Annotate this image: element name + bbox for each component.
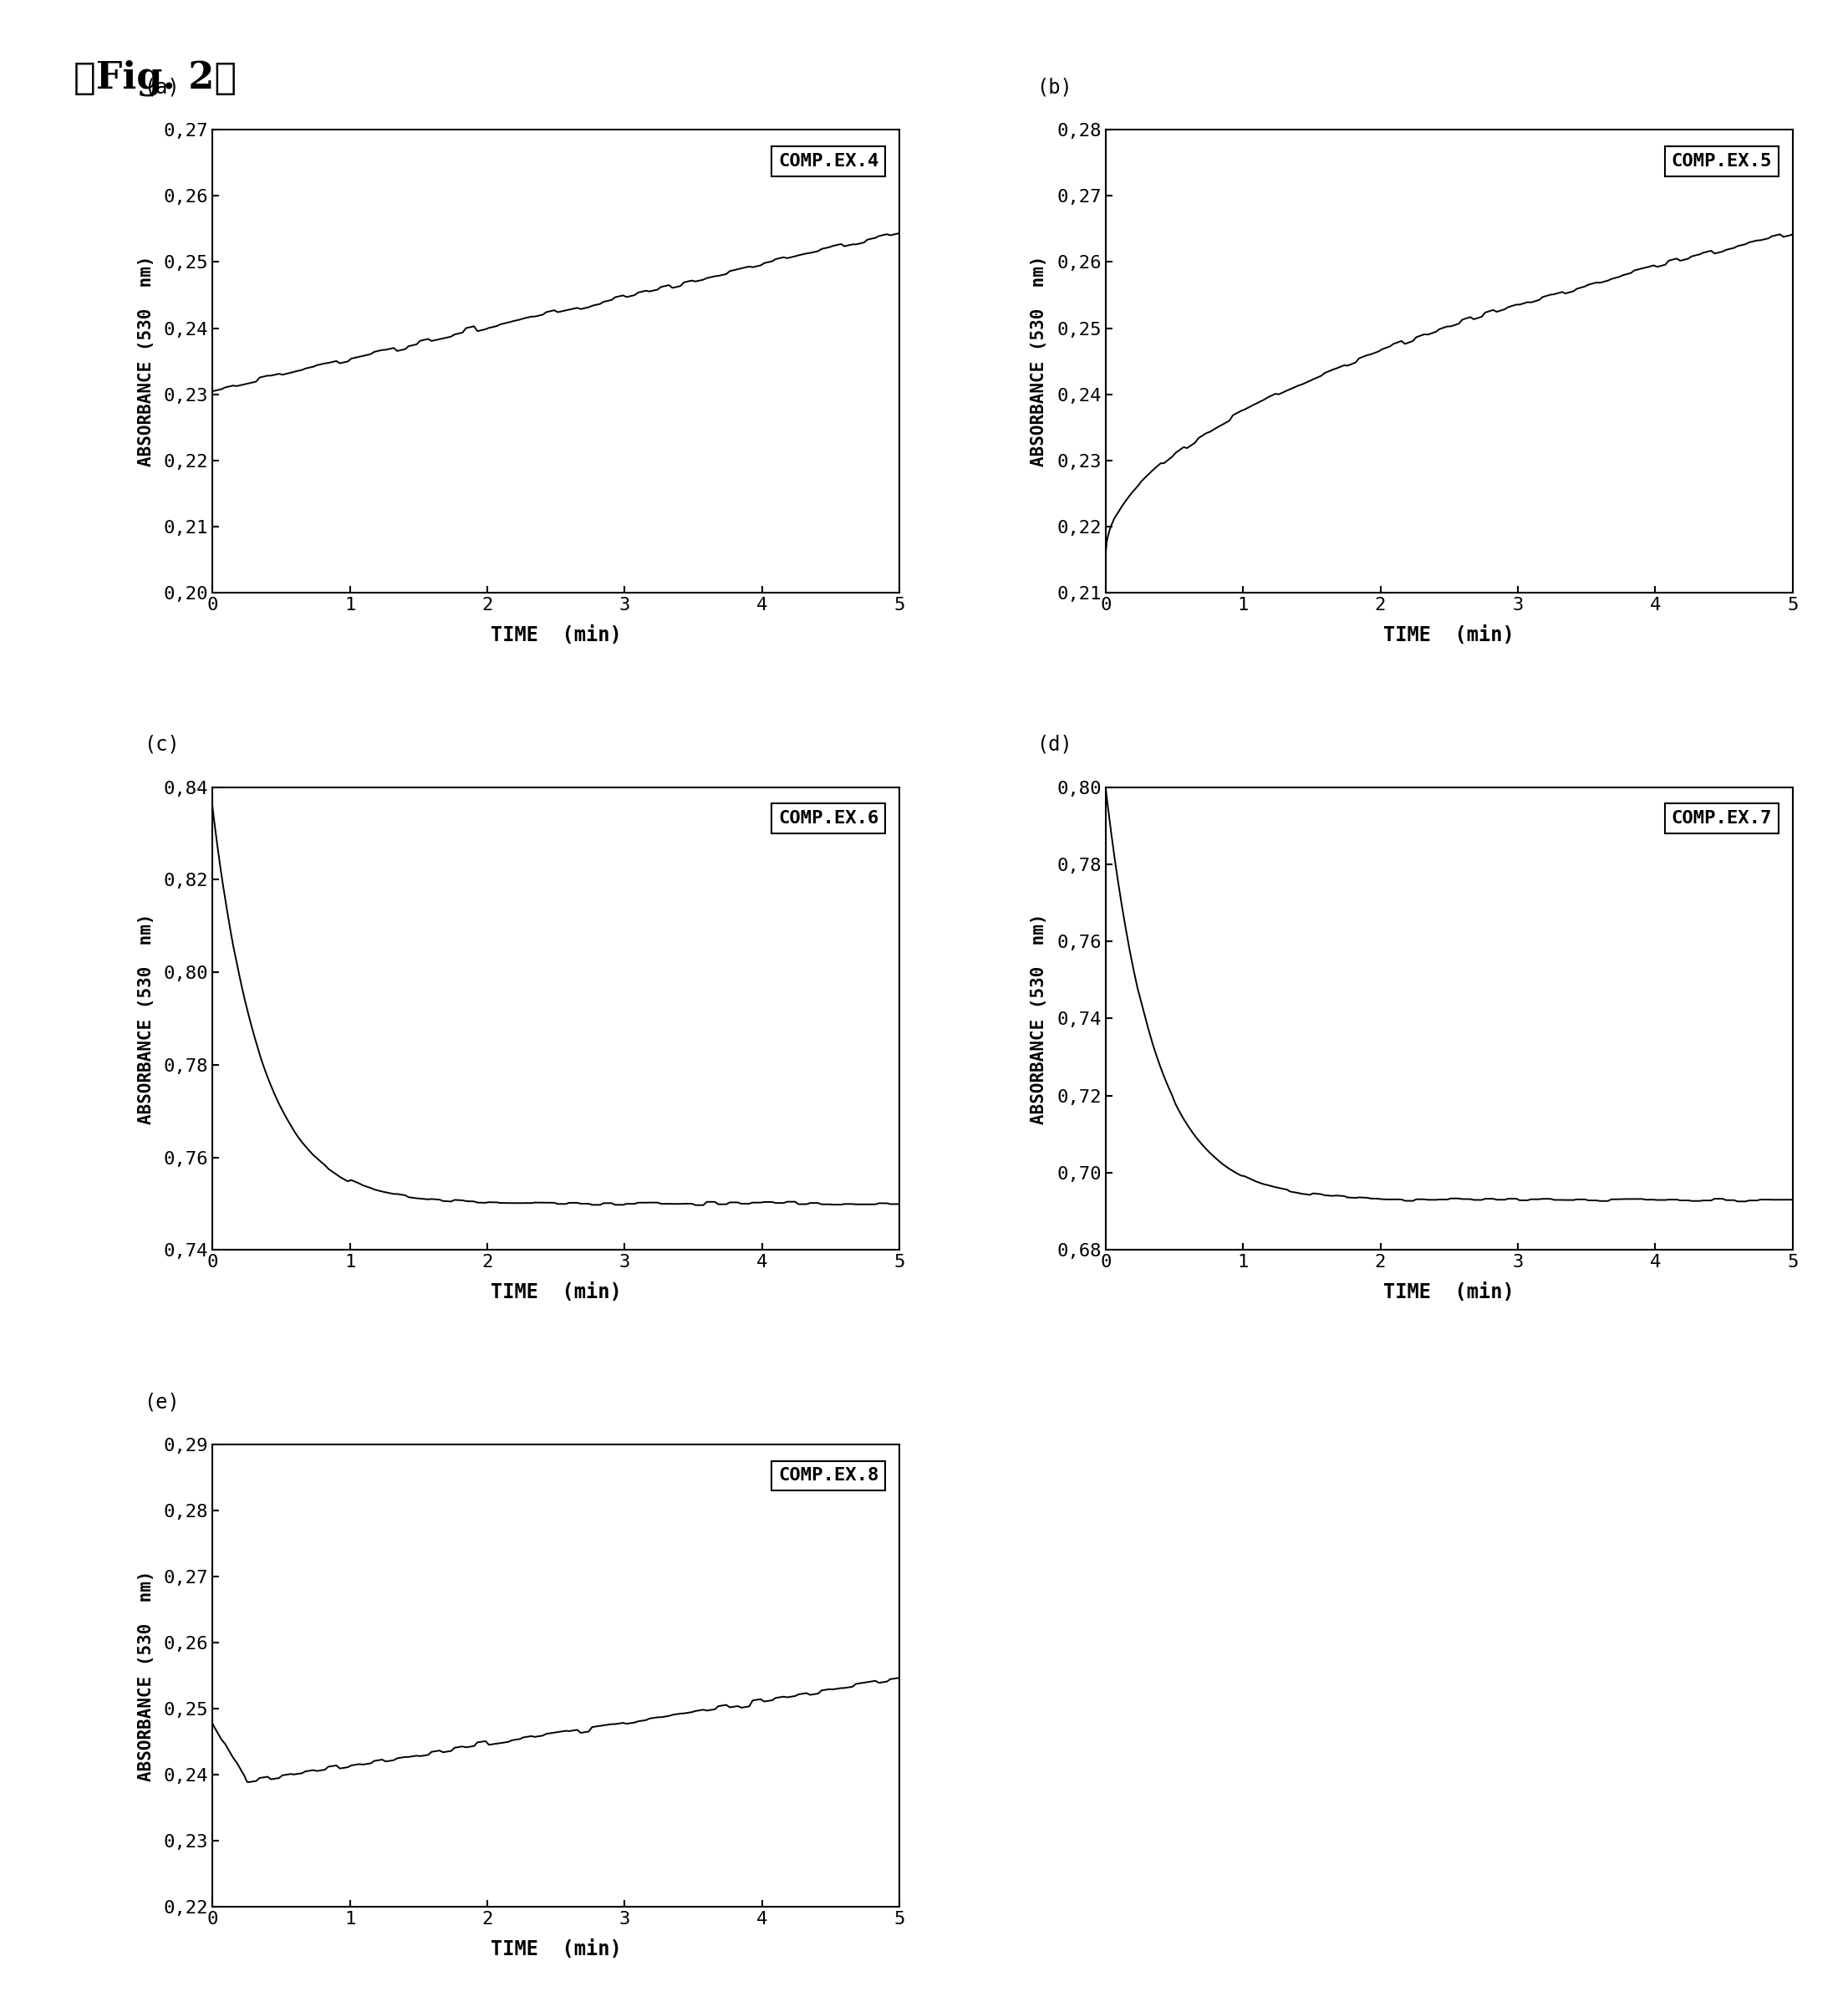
Text: 「Fig. 2」: 「Fig. 2」 xyxy=(74,60,237,96)
Text: (a): (a) xyxy=(144,78,179,98)
X-axis label: TIME  (min): TIME (min) xyxy=(1384,1282,1515,1302)
X-axis label: TIME  (min): TIME (min) xyxy=(490,1282,621,1302)
Y-axis label: ABSORBANCE (530  nm): ABSORBANCE (530 nm) xyxy=(139,913,155,1124)
Y-axis label: ABSORBANCE (530  nm): ABSORBANCE (530 nm) xyxy=(139,1570,155,1781)
X-axis label: TIME  (min): TIME (min) xyxy=(490,625,621,645)
Text: COMP.EX.7: COMP.EX.7 xyxy=(1671,811,1772,827)
Y-axis label: ABSORBANCE (530  nm): ABSORBANCE (530 nm) xyxy=(139,256,155,467)
Text: COMP.EX.5: COMP.EX.5 xyxy=(1671,154,1772,170)
Text: COMP.EX.8: COMP.EX.8 xyxy=(778,1468,880,1484)
Text: (e): (e) xyxy=(144,1392,179,1412)
Y-axis label: ABSORBANCE (530  nm): ABSORBANCE (530 nm) xyxy=(1031,913,1048,1124)
Text: COMP.EX.6: COMP.EX.6 xyxy=(778,811,880,827)
X-axis label: TIME  (min): TIME (min) xyxy=(490,1939,621,1959)
Text: (d): (d) xyxy=(1037,735,1072,755)
X-axis label: TIME  (min): TIME (min) xyxy=(1384,625,1515,645)
Y-axis label: ABSORBANCE (530  nm): ABSORBANCE (530 nm) xyxy=(1031,256,1048,467)
Text: COMP.EX.4: COMP.EX.4 xyxy=(778,154,880,170)
Text: (c): (c) xyxy=(144,735,179,755)
Text: (b): (b) xyxy=(1037,78,1072,98)
